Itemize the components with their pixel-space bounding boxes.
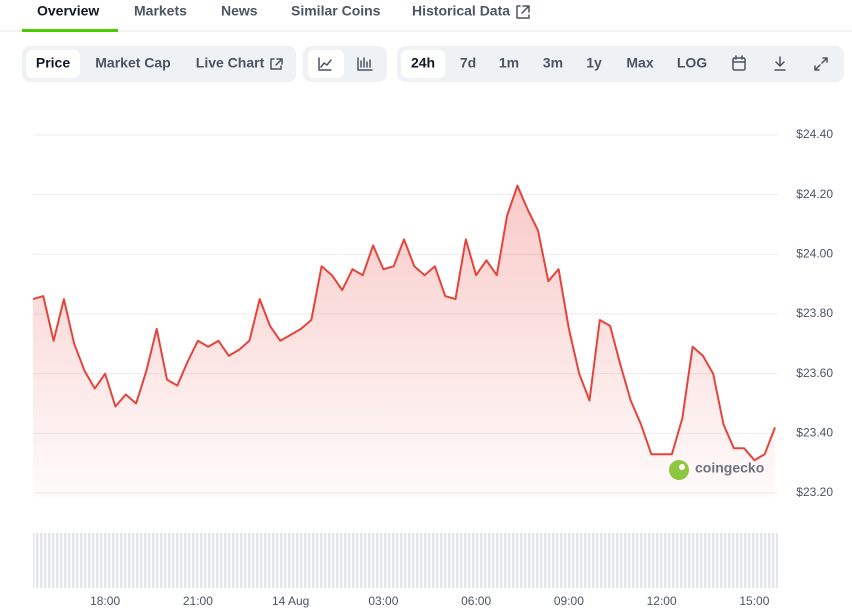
y-tick-label: $24.40	[796, 127, 833, 141]
toolbar-button[interactable]: 24h	[411, 55, 435, 71]
x-tick-label: 12:00	[647, 594, 677, 608]
x-tick-label: 21:00	[183, 594, 213, 608]
toolbar-button[interactable]: LOG	[677, 55, 707, 71]
y-tick-label: $24.00	[796, 247, 833, 261]
toolbar-button[interactable]: Max	[626, 55, 653, 71]
y-tick-label: $23.20	[796, 485, 833, 499]
download-icon[interactable]	[774, 56, 786, 71]
x-tick-label: 06:00	[461, 594, 491, 608]
tab[interactable]: Similar Coins	[291, 3, 381, 19]
x-tick-label: 14 Aug	[272, 594, 309, 608]
line-chart-icon	[318, 57, 332, 71]
tab[interactable]: Overview	[37, 3, 99, 19]
y-tick-label: $24.20	[796, 187, 833, 201]
fullscreen-icon[interactable]	[814, 57, 828, 71]
tab[interactable]: News	[221, 3, 258, 19]
tab[interactable]: Markets	[134, 3, 187, 19]
y-tick-label: $23.80	[796, 306, 833, 320]
price-line	[32, 184, 776, 462]
active-button-bg	[26, 50, 80, 78]
candle-chart-icon[interactable]	[357, 57, 373, 71]
toolbar-button[interactable]: Live Chart	[196, 55, 265, 71]
tab-bar: Overview Markets News Similar Coins Historic…	[37, 3, 510, 19]
toolbar-button[interactable]: 1m	[499, 55, 519, 71]
toolbar-button[interactable]: 7d	[460, 55, 476, 71]
y-tick-label: $23.40	[796, 426, 833, 440]
x-tick-label: 09:00	[554, 594, 584, 608]
external-link-icon	[516, 5, 530, 19]
active-button-bg	[401, 50, 445, 78]
toolbar-button[interactable]: 3m	[543, 55, 563, 71]
external-link-icon	[270, 58, 283, 70]
x-tick-label: 15:00	[739, 594, 769, 608]
tab[interactable]: Historical Data	[412, 3, 510, 19]
x-tick-label: 18:00	[90, 594, 120, 608]
price-area	[33, 185, 775, 498]
x-tick-label: 03:00	[368, 594, 398, 608]
toolbar-button[interactable]: Price	[36, 55, 70, 71]
toolbar-buttons: Price Market Cap Live Chart 24h 7d 1m 3m 1y Max L…	[26, 50, 707, 78]
toolbar-button[interactable]: Market Cap	[95, 55, 170, 71]
volume-bars	[33, 533, 778, 588]
price-chart: $23.20 $23.40 $23.60 $23.80 $24.00 $24.20 $24.…	[32, 127, 833, 608]
view-toggle-group	[22, 46, 296, 82]
toolbar-button[interactable]: 1y	[586, 55, 602, 71]
watermark: coingecko	[695, 460, 764, 476]
y-tick-label: $23.60	[796, 366, 833, 380]
active-tab-underline	[22, 29, 118, 32]
range-group	[397, 46, 844, 82]
calendar-icon[interactable]	[732, 55, 746, 71]
watermark-logo	[669, 460, 689, 480]
